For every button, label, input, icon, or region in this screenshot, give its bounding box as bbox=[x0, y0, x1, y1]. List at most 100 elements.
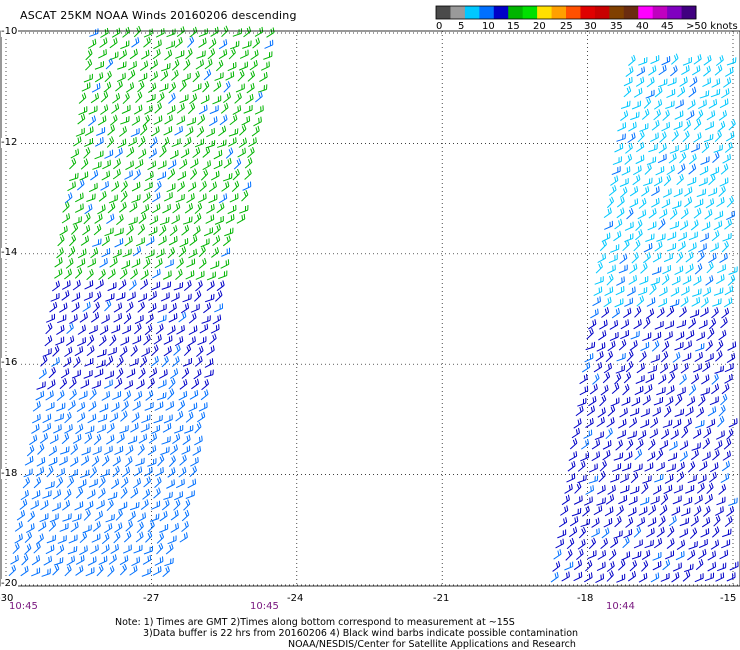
wind-barb bbox=[656, 233, 666, 242]
barb-shaft bbox=[675, 335, 685, 341]
barb-feather bbox=[655, 121, 658, 127]
barb-shaft bbox=[143, 550, 153, 555]
wind-barb bbox=[80, 158, 89, 170]
barb-shaft bbox=[649, 433, 658, 439]
barb-shaft bbox=[199, 328, 208, 334]
wind-barb bbox=[56, 247, 64, 259]
barb-shaft bbox=[148, 87, 157, 93]
wind-barb bbox=[55, 476, 64, 489]
barb-shaft bbox=[680, 367, 689, 374]
barb-feather bbox=[211, 358, 214, 364]
wind-barb bbox=[645, 233, 655, 242]
barb-feather bbox=[633, 54, 636, 60]
barb-feather bbox=[660, 86, 663, 92]
barb-shaft bbox=[621, 170, 631, 176]
barb-feather bbox=[156, 215, 159, 221]
wind-barb bbox=[40, 499, 49, 511]
barb-shaft bbox=[118, 506, 127, 511]
wind-barb bbox=[59, 446, 70, 455]
wind-barb bbox=[686, 110, 695, 121]
wind-barb bbox=[233, 158, 242, 170]
barb-feather bbox=[117, 465, 120, 471]
barb-feather bbox=[109, 138, 113, 144]
barb-shaft bbox=[259, 76, 268, 82]
wind-barb bbox=[216, 202, 225, 214]
wind-barb bbox=[616, 276, 625, 286]
barb-feather bbox=[657, 253, 660, 259]
wind-barb bbox=[631, 100, 641, 110]
wind-barb bbox=[111, 181, 120, 192]
wind-barb bbox=[610, 397, 620, 407]
wind-barb bbox=[96, 499, 105, 510]
barb-feather bbox=[607, 364, 610, 370]
barb-feather bbox=[55, 358, 58, 364]
barb-feather bbox=[104, 29, 107, 35]
wind-barb bbox=[658, 208, 668, 219]
wind-barb bbox=[36, 381, 46, 390]
barb-shaft bbox=[94, 218, 103, 224]
barb-shaft bbox=[44, 339, 53, 347]
barb-feather bbox=[135, 413, 138, 419]
barb-shaft bbox=[620, 105, 630, 109]
wind-barb bbox=[126, 224, 134, 236]
barb-feather bbox=[598, 439, 601, 445]
barb-feather bbox=[142, 357, 146, 363]
barb-feather bbox=[726, 78, 730, 84]
barb-shaft bbox=[104, 304, 112, 312]
barb-feather bbox=[724, 329, 727, 335]
barb-shaft bbox=[148, 231, 158, 236]
barb-shaft bbox=[590, 313, 599, 319]
barb-shaft bbox=[677, 168, 686, 175]
barb-shaft bbox=[681, 430, 689, 439]
barb-feather bbox=[138, 115, 141, 121]
barb-shaft bbox=[144, 406, 154, 411]
barb-feather bbox=[124, 478, 127, 484]
barb-feather bbox=[716, 307, 719, 313]
wind-barb bbox=[55, 336, 65, 346]
barb-feather bbox=[140, 466, 143, 472]
wind-barb bbox=[129, 501, 140, 511]
wind-barb bbox=[617, 418, 627, 429]
wind-barb bbox=[666, 164, 675, 176]
wind-barb bbox=[631, 397, 641, 407]
barb-feather bbox=[720, 220, 723, 226]
barb-shaft bbox=[646, 312, 654, 319]
barb-feather bbox=[207, 161, 209, 167]
wind-barb bbox=[192, 147, 201, 159]
wind-barb bbox=[74, 501, 84, 511]
wind-barb bbox=[225, 214, 235, 224]
barb-feather bbox=[105, 37, 108, 43]
barb-feather bbox=[54, 347, 58, 353]
wind-barb bbox=[30, 500, 39, 510]
barb-shaft bbox=[643, 247, 653, 253]
wind-barb bbox=[222, 235, 231, 247]
barb-feather bbox=[93, 489, 96, 495]
barb-shaft bbox=[87, 43, 97, 49]
barb-shaft bbox=[691, 301, 700, 307]
barb-shaft bbox=[607, 269, 616, 274]
barb-shaft bbox=[180, 152, 190, 159]
wind-barb bbox=[78, 390, 88, 400]
wind-barb bbox=[222, 173, 233, 182]
barb-feather bbox=[220, 203, 223, 210]
wind-barb bbox=[635, 154, 645, 165]
wind-barb bbox=[163, 192, 173, 202]
barb-feather bbox=[107, 180, 109, 187]
wind-barb bbox=[173, 282, 184, 291]
wind-barb bbox=[163, 126, 173, 136]
barb-feather bbox=[636, 186, 639, 192]
barb-feather bbox=[129, 303, 132, 309]
wind-barb bbox=[715, 350, 723, 362]
barb-shaft bbox=[46, 539, 56, 544]
wind-barb bbox=[152, 192, 161, 203]
wind-barb bbox=[61, 432, 70, 445]
barb-shaft bbox=[75, 569, 84, 576]
barb-shaft bbox=[195, 63, 204, 70]
barb-feather bbox=[589, 419, 592, 425]
barb-shaft bbox=[651, 202, 660, 208]
wind-barb bbox=[179, 80, 187, 92]
barb-feather bbox=[689, 196, 693, 202]
barb-feather bbox=[111, 565, 115, 571]
wind-barb bbox=[24, 543, 32, 555]
barb-feather bbox=[732, 119, 736, 125]
